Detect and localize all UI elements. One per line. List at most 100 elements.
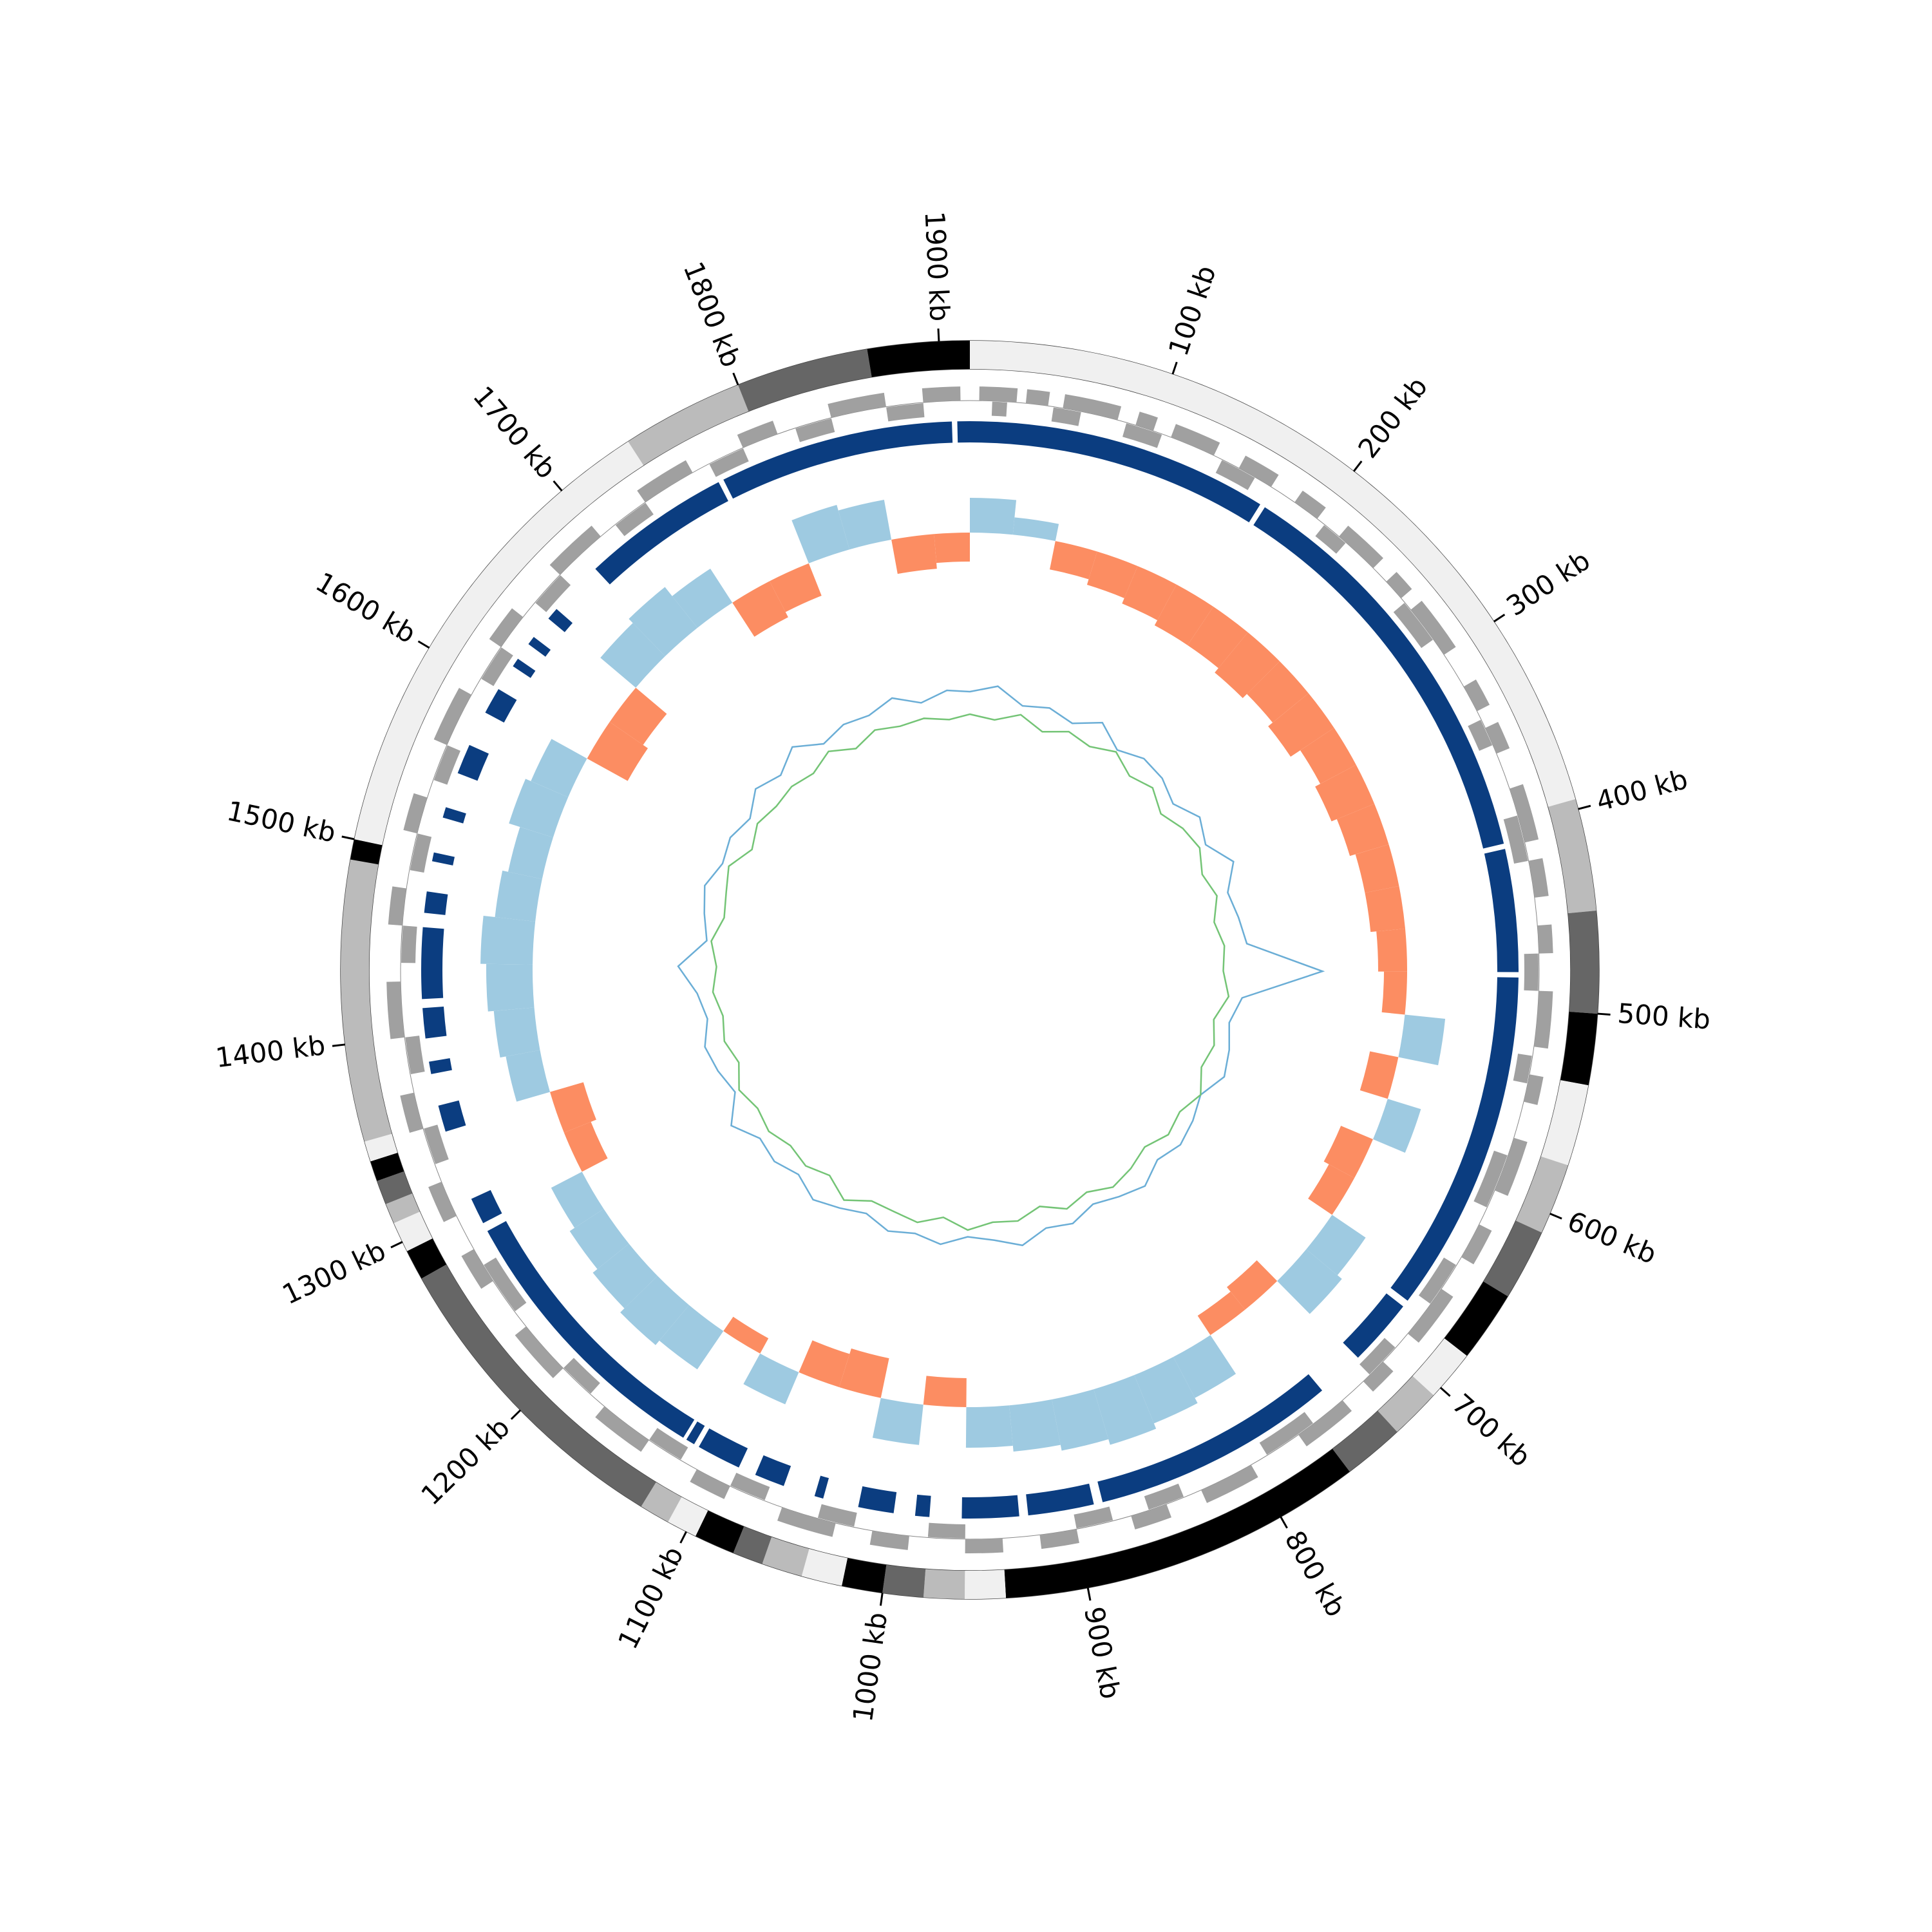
tick-mark [679,1531,688,1544]
gc-skew-bar [791,505,850,564]
karyotype-segment [1540,1080,1589,1166]
tick-label: 300 kb [1501,544,1595,622]
gene [1494,1137,1528,1196]
gc-skew-bar [659,1305,724,1370]
gc-skew-bar [1365,886,1405,933]
tick-label: 900 kb [1078,1604,1126,1701]
tick-label: 1900 kb [919,211,956,322]
gene [1463,679,1490,712]
gc-skew-bar [1300,728,1356,784]
block [1390,977,1519,1301]
gc-skew-bar [531,739,587,797]
karyotype-segment [733,1526,772,1564]
block [686,1421,705,1444]
gene [979,386,1018,402]
karyotype-segment [628,384,749,466]
gc-skew-bar [743,1353,799,1405]
gene [1523,1074,1544,1105]
gc-skew-bar [495,870,542,922]
gene [1259,1412,1313,1455]
gene [1513,1054,1532,1084]
gene [401,925,417,963]
gene [927,1522,965,1539]
block [429,1058,452,1074]
block [513,658,536,678]
gc-skew-bar [1398,1014,1446,1066]
tick-label: 800 kb [1278,1526,1352,1622]
karyotype-segment [762,1537,810,1577]
gene [549,526,601,575]
block [442,807,466,824]
karyotype-segment [668,1497,708,1537]
karyotype-segment [801,1549,848,1586]
gc-skew-bar [799,1340,850,1387]
block [699,1428,748,1468]
tick-mark [732,372,739,386]
gc-skew-bar [1154,584,1214,645]
karyotype-segment [867,341,970,377]
gene [869,1530,909,1550]
gc-skew-bar [970,498,1017,535]
tick-mark [1578,804,1591,810]
karyotype-segment [1560,1011,1598,1086]
gc-skew-bar [1052,1389,1109,1451]
gene [1131,1504,1171,1530]
gc-skew-bar [1197,1291,1245,1336]
tick-mark [390,1241,403,1249]
gc-skew-bar [923,1376,967,1407]
tick-mark [417,640,430,649]
gc-skew-bar [550,1082,596,1133]
gene [991,401,1007,417]
gene [730,1472,770,1501]
gc-skew-bar [838,500,892,550]
gene [1298,1400,1352,1446]
gene [737,421,778,448]
karyotype-segment [696,1510,744,1553]
tick-mark [553,480,563,492]
gene [1393,603,1434,649]
block [1484,849,1519,972]
karyotype-segment [1412,1338,1467,1396]
gene [690,1469,730,1499]
gc-skew-bar [1247,661,1309,723]
gene [405,1036,425,1075]
gene [1294,490,1326,519]
gc-skew-bar [1372,1099,1421,1153]
gene [1485,722,1510,754]
gc-skew-bar [1308,1164,1355,1215]
gc-skew-bar [1376,929,1407,972]
gene [403,793,428,834]
gene [1135,412,1158,431]
gc-skew-bar [1215,632,1280,699]
block [961,1495,1019,1519]
gc-skew-bar [480,916,536,965]
karyotype-segment [1567,910,1599,1014]
gene [433,745,461,785]
block [548,609,573,632]
tick-mark [332,1043,346,1047]
block [438,1100,466,1132]
tick-label: 500 kb [1616,998,1712,1036]
gene [637,460,693,502]
gene [535,575,571,612]
tick-label: 400 kb [1593,763,1691,817]
karyotype-segment [738,349,872,412]
gene [1215,460,1255,490]
karyotype-segment [340,859,392,1142]
gc-line [710,713,1230,1231]
tick-mark [1171,361,1178,375]
gene [1386,572,1412,598]
block [1026,1483,1094,1516]
tick-label: 1600 kb [310,566,421,650]
gene [1339,526,1383,569]
gc-skew-bar [723,1316,769,1354]
gene [965,1538,1003,1553]
gc-skew-bar [839,1348,889,1398]
block [421,927,444,999]
gc-skew-bar [934,533,970,564]
karyotype-segment [407,1238,446,1279]
tick-label: 100 kb [1162,261,1222,360]
block [755,1455,791,1486]
gene [1122,423,1162,448]
